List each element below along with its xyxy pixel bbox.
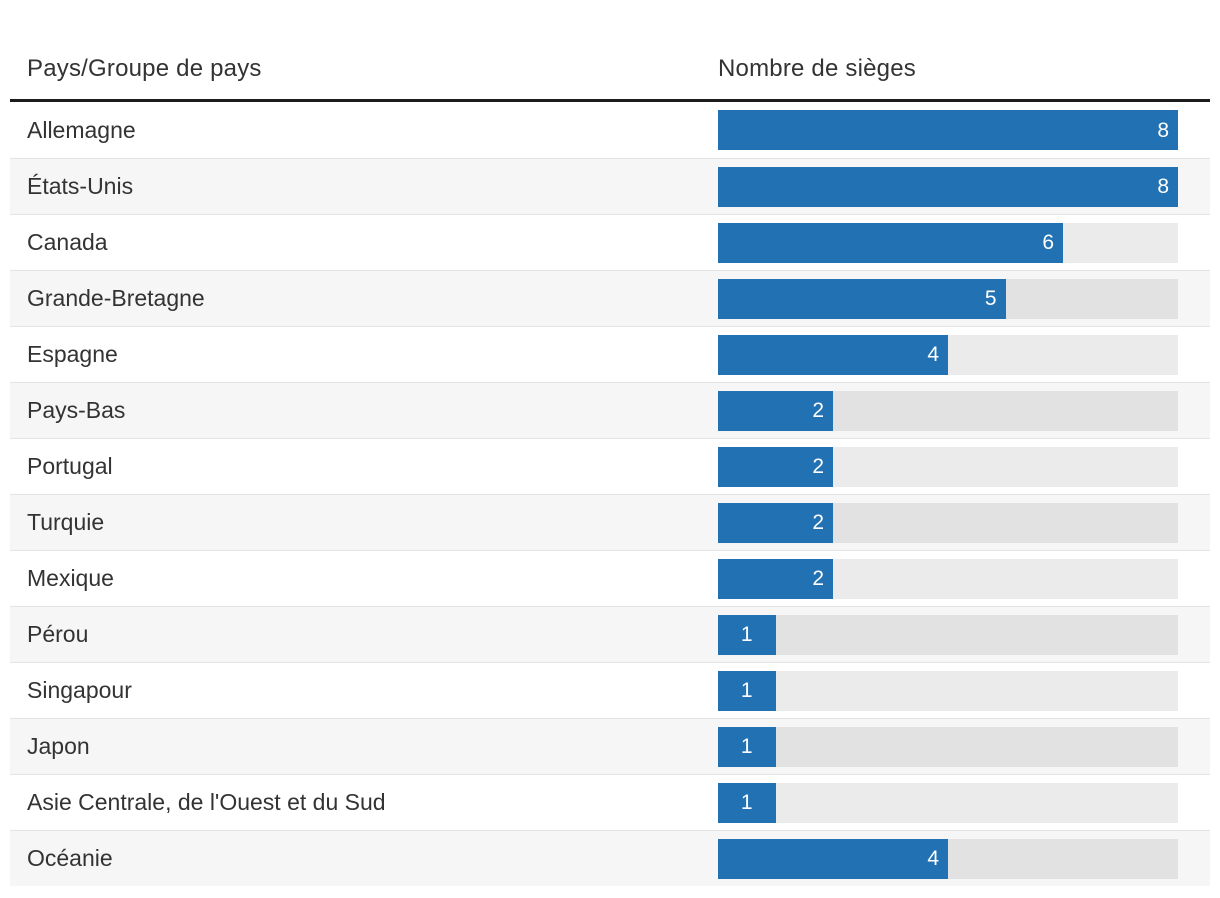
- bar-value-label: 6: [1042, 231, 1054, 254]
- bar-cell: 1: [718, 726, 1210, 767]
- country-label: Océanie: [27, 845, 113, 871]
- seat-bar: 4: [718, 334, 948, 375]
- table-row: Océanie 4: [10, 830, 1210, 886]
- bar-track: 1: [718, 782, 1178, 823]
- bar-value-label: 1: [740, 735, 753, 758]
- bar-track: 8: [718, 110, 1178, 150]
- country-label: Mexique: [27, 565, 114, 591]
- bar-value-label: 2: [812, 567, 824, 590]
- table-row: Turquie 2: [10, 494, 1210, 550]
- seat-bar: 1: [718, 670, 776, 711]
- seat-bar: 2: [718, 558, 833, 599]
- seat-bar: 2: [718, 502, 833, 543]
- bar-track: 4: [718, 334, 1178, 375]
- table-row: Grande-Bretagne 5: [10, 270, 1210, 326]
- bar-value-label: 1: [740, 623, 753, 646]
- seat-bar: 1: [718, 782, 776, 823]
- bar-track: 2: [718, 502, 1178, 543]
- table-row: Canada 6: [10, 214, 1210, 270]
- country-label: États-Unis: [27, 173, 134, 199]
- bar-cell: 8: [718, 166, 1210, 207]
- seat-bar: 8: [718, 110, 1178, 150]
- bar-cell: 2: [718, 502, 1210, 543]
- table-row: Singapour 1: [10, 662, 1210, 718]
- bar-cell: 8: [718, 110, 1210, 150]
- seat-bar: 4: [718, 838, 948, 879]
- table-row: Mexique 2: [10, 550, 1210, 606]
- table-row: Espagne 4: [10, 326, 1210, 382]
- bar-cell: 1: [718, 614, 1210, 655]
- bar-track: 4: [718, 838, 1178, 879]
- bar-value-label: 8: [1157, 118, 1169, 142]
- bar-value-label: 5: [984, 287, 997, 310]
- bar-track: 2: [718, 558, 1178, 599]
- bar-cell: 5: [718, 278, 1210, 319]
- column-header-seats: Nombre de sièges: [718, 55, 916, 82]
- bar-value-label: 4: [927, 847, 939, 870]
- table-row: Pays-Bas 2: [10, 382, 1210, 438]
- bar-value-label: 1: [740, 791, 753, 814]
- bar-value-label: 2: [812, 399, 824, 422]
- table-header: Pays/Groupe de pays Nombre de sièges: [10, 0, 1210, 102]
- country-label: Pérou: [27, 621, 89, 647]
- country-label: Asie Centrale, de l'Ouest et du Sud: [27, 789, 386, 815]
- seat-bar: 6: [718, 222, 1063, 263]
- bar-value-label: 2: [812, 511, 824, 534]
- bar-track: 2: [718, 390, 1178, 431]
- country-label: Pays-Bas: [27, 397, 126, 423]
- column-header-country: Pays/Groupe de pays: [27, 55, 262, 82]
- seat-bar: 8: [718, 166, 1178, 207]
- table-row: Allemagne 8: [10, 102, 1210, 158]
- bar-cell: 2: [718, 390, 1210, 431]
- bar-cell: 2: [718, 446, 1210, 487]
- table-row: États-Unis 8: [10, 158, 1210, 214]
- bar-track: 6: [718, 222, 1178, 263]
- seat-bar: 2: [718, 446, 833, 487]
- bar-cell: 6: [718, 222, 1210, 263]
- bar-track: 1: [718, 726, 1178, 767]
- bar-cell: 2: [718, 558, 1210, 599]
- country-label: Grande-Bretagne: [27, 285, 205, 311]
- bar-value-label: 1: [740, 679, 753, 702]
- country-label: Allemagne: [27, 116, 136, 143]
- country-label: Japon: [27, 733, 90, 759]
- seats-bar-table: Pays/Groupe de pays Nombre de sièges All…: [10, 0, 1210, 886]
- seat-bar: 2: [718, 390, 833, 431]
- seat-bar: 1: [718, 726, 776, 767]
- bar-value-label: 2: [812, 455, 824, 478]
- bar-cell: 4: [718, 334, 1210, 375]
- bar-cell: 1: [718, 782, 1210, 823]
- country-label: Turquie: [27, 509, 105, 535]
- table-row: Pérou 1: [10, 606, 1210, 662]
- bar-cell: 1: [718, 670, 1210, 711]
- seat-bar: 1: [718, 614, 776, 655]
- bar-value-label: 4: [927, 343, 939, 366]
- table-row: Asie Centrale, de l'Ouest et du Sud 1: [10, 774, 1210, 830]
- bar-track: 1: [718, 670, 1178, 711]
- bar-value-label: 8: [1157, 175, 1169, 198]
- country-label: Espagne: [27, 341, 118, 367]
- country-label: Singapour: [27, 677, 132, 703]
- table-row: Portugal 2: [10, 438, 1210, 494]
- bar-track: 8: [718, 166, 1178, 207]
- country-label: Portugal: [27, 453, 113, 479]
- bar-track: 5: [718, 278, 1178, 319]
- bar-track: 1: [718, 614, 1178, 655]
- table-row: Japon 1: [10, 718, 1210, 774]
- seat-bar: 5: [718, 278, 1006, 319]
- country-label: Canada: [27, 229, 108, 255]
- bar-track: 2: [718, 446, 1178, 487]
- table-body: Allemagne 8 États-Unis 8 Canada 6 Grande-Breta…: [10, 102, 1210, 886]
- bar-cell: 4: [718, 838, 1210, 879]
